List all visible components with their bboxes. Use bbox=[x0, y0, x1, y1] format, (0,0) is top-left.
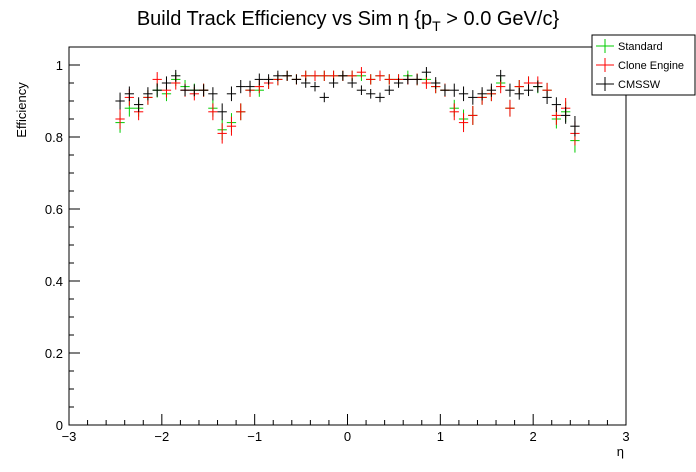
data-point bbox=[226, 116, 237, 136]
data-point bbox=[384, 74, 394, 85]
data-point bbox=[347, 78, 357, 88]
x-tick-label: 3 bbox=[622, 429, 629, 444]
legend-label: Standard bbox=[618, 41, 663, 53]
x-axis: −3 −2 −1 0 1 2 3 bbox=[62, 414, 630, 444]
data-point bbox=[356, 67, 367, 78]
data-point bbox=[496, 80, 506, 94]
data-point bbox=[217, 103, 227, 121]
data-point bbox=[226, 86, 237, 102]
data-point bbox=[124, 86, 134, 102]
data-point bbox=[143, 87, 153, 101]
legend-item: CMSSW bbox=[596, 77, 661, 91]
data-point bbox=[570, 116, 580, 137]
legend-item: Standard bbox=[596, 39, 663, 53]
x-axis-label: η bbox=[617, 444, 624, 459]
data-point bbox=[505, 99, 515, 117]
data-point bbox=[328, 78, 339, 88]
data-point bbox=[514, 87, 524, 100]
data-point bbox=[291, 74, 302, 85]
x-tick-label: 1 bbox=[437, 429, 444, 444]
legend-label: Clone Engine bbox=[618, 60, 684, 72]
data-point bbox=[366, 89, 376, 99]
series-layer bbox=[115, 67, 580, 153]
data-point bbox=[449, 103, 459, 121]
data-point bbox=[440, 84, 450, 97]
data-point bbox=[319, 70, 329, 81]
data-point bbox=[152, 83, 162, 97]
data-point bbox=[403, 74, 413, 85]
data-point bbox=[273, 70, 283, 81]
data-point bbox=[523, 84, 534, 97]
data-point bbox=[356, 85, 367, 95]
data-point bbox=[310, 70, 320, 81]
chart-title: Build Track Efficiency vs Sim η {pT > 0.… bbox=[137, 8, 560, 34]
data-point bbox=[236, 103, 246, 121]
x-tick-label: 0 bbox=[344, 429, 351, 444]
data-point bbox=[245, 80, 255, 93]
data-point bbox=[486, 83, 497, 97]
x-tick-label: 2 bbox=[530, 429, 537, 444]
data-point bbox=[468, 105, 478, 125]
data-point bbox=[375, 92, 385, 103]
y-tick-label: 0.6 bbox=[45, 202, 63, 217]
data-point bbox=[412, 74, 422, 85]
data-point bbox=[133, 97, 144, 112]
x-tick-label: −2 bbox=[154, 429, 169, 444]
data-point bbox=[505, 83, 515, 97]
data-point bbox=[189, 84, 199, 97]
data-point bbox=[115, 108, 125, 130]
data-point bbox=[180, 84, 190, 97]
plot-frame bbox=[68, 46, 627, 426]
y-tick-label: 0.8 bbox=[45, 130, 63, 145]
data-point bbox=[458, 113, 469, 133]
legend: Standard Clone Engine CMSSW bbox=[591, 34, 696, 96]
data-point bbox=[366, 74, 376, 85]
data-point bbox=[217, 123, 227, 144]
data-point bbox=[301, 78, 311, 88]
data-point bbox=[561, 107, 571, 124]
data-point bbox=[496, 69, 506, 82]
data-point bbox=[477, 87, 487, 101]
data-point bbox=[171, 69, 181, 82]
legend-label: CMSSW bbox=[618, 79, 661, 91]
series-cmssw bbox=[115, 67, 580, 137]
data-point bbox=[161, 76, 172, 90]
data-point bbox=[115, 92, 125, 110]
series-clone-engine bbox=[115, 67, 580, 146]
y-tick-label: 0.4 bbox=[45, 274, 63, 289]
data-point bbox=[208, 103, 218, 121]
data-point bbox=[282, 71, 292, 81]
data-point bbox=[458, 86, 469, 102]
y-tick-label: 0.2 bbox=[45, 346, 63, 361]
x-tick-label: −1 bbox=[247, 429, 262, 444]
x-tick-label: −3 bbox=[62, 429, 77, 444]
y-axis: 0 0.2 0.4 0.6 0.8 1 bbox=[45, 46, 80, 433]
data-point bbox=[384, 85, 394, 95]
data-point bbox=[431, 77, 441, 89]
data-point bbox=[449, 83, 459, 97]
data-point bbox=[393, 78, 404, 88]
data-point bbox=[319, 92, 329, 103]
data-point bbox=[468, 90, 478, 105]
y-tick-label: 0 bbox=[56, 418, 63, 433]
y-axis-label: Efficiency bbox=[14, 82, 29, 138]
data-point bbox=[208, 87, 218, 101]
legend-item: Clone Engine bbox=[596, 58, 684, 72]
data-point bbox=[551, 97, 562, 112]
data-point bbox=[254, 73, 264, 86]
data-point bbox=[421, 67, 432, 78]
data-point bbox=[236, 80, 246, 94]
data-point bbox=[533, 80, 543, 93]
data-point bbox=[421, 77, 432, 89]
data-point bbox=[542, 90, 552, 104]
data-point bbox=[263, 74, 274, 85]
data-point bbox=[310, 81, 320, 92]
data-point bbox=[338, 71, 348, 81]
data-point bbox=[198, 84, 209, 97]
y-tick-label: 1 bbox=[56, 58, 63, 73]
data-point bbox=[375, 70, 385, 81]
